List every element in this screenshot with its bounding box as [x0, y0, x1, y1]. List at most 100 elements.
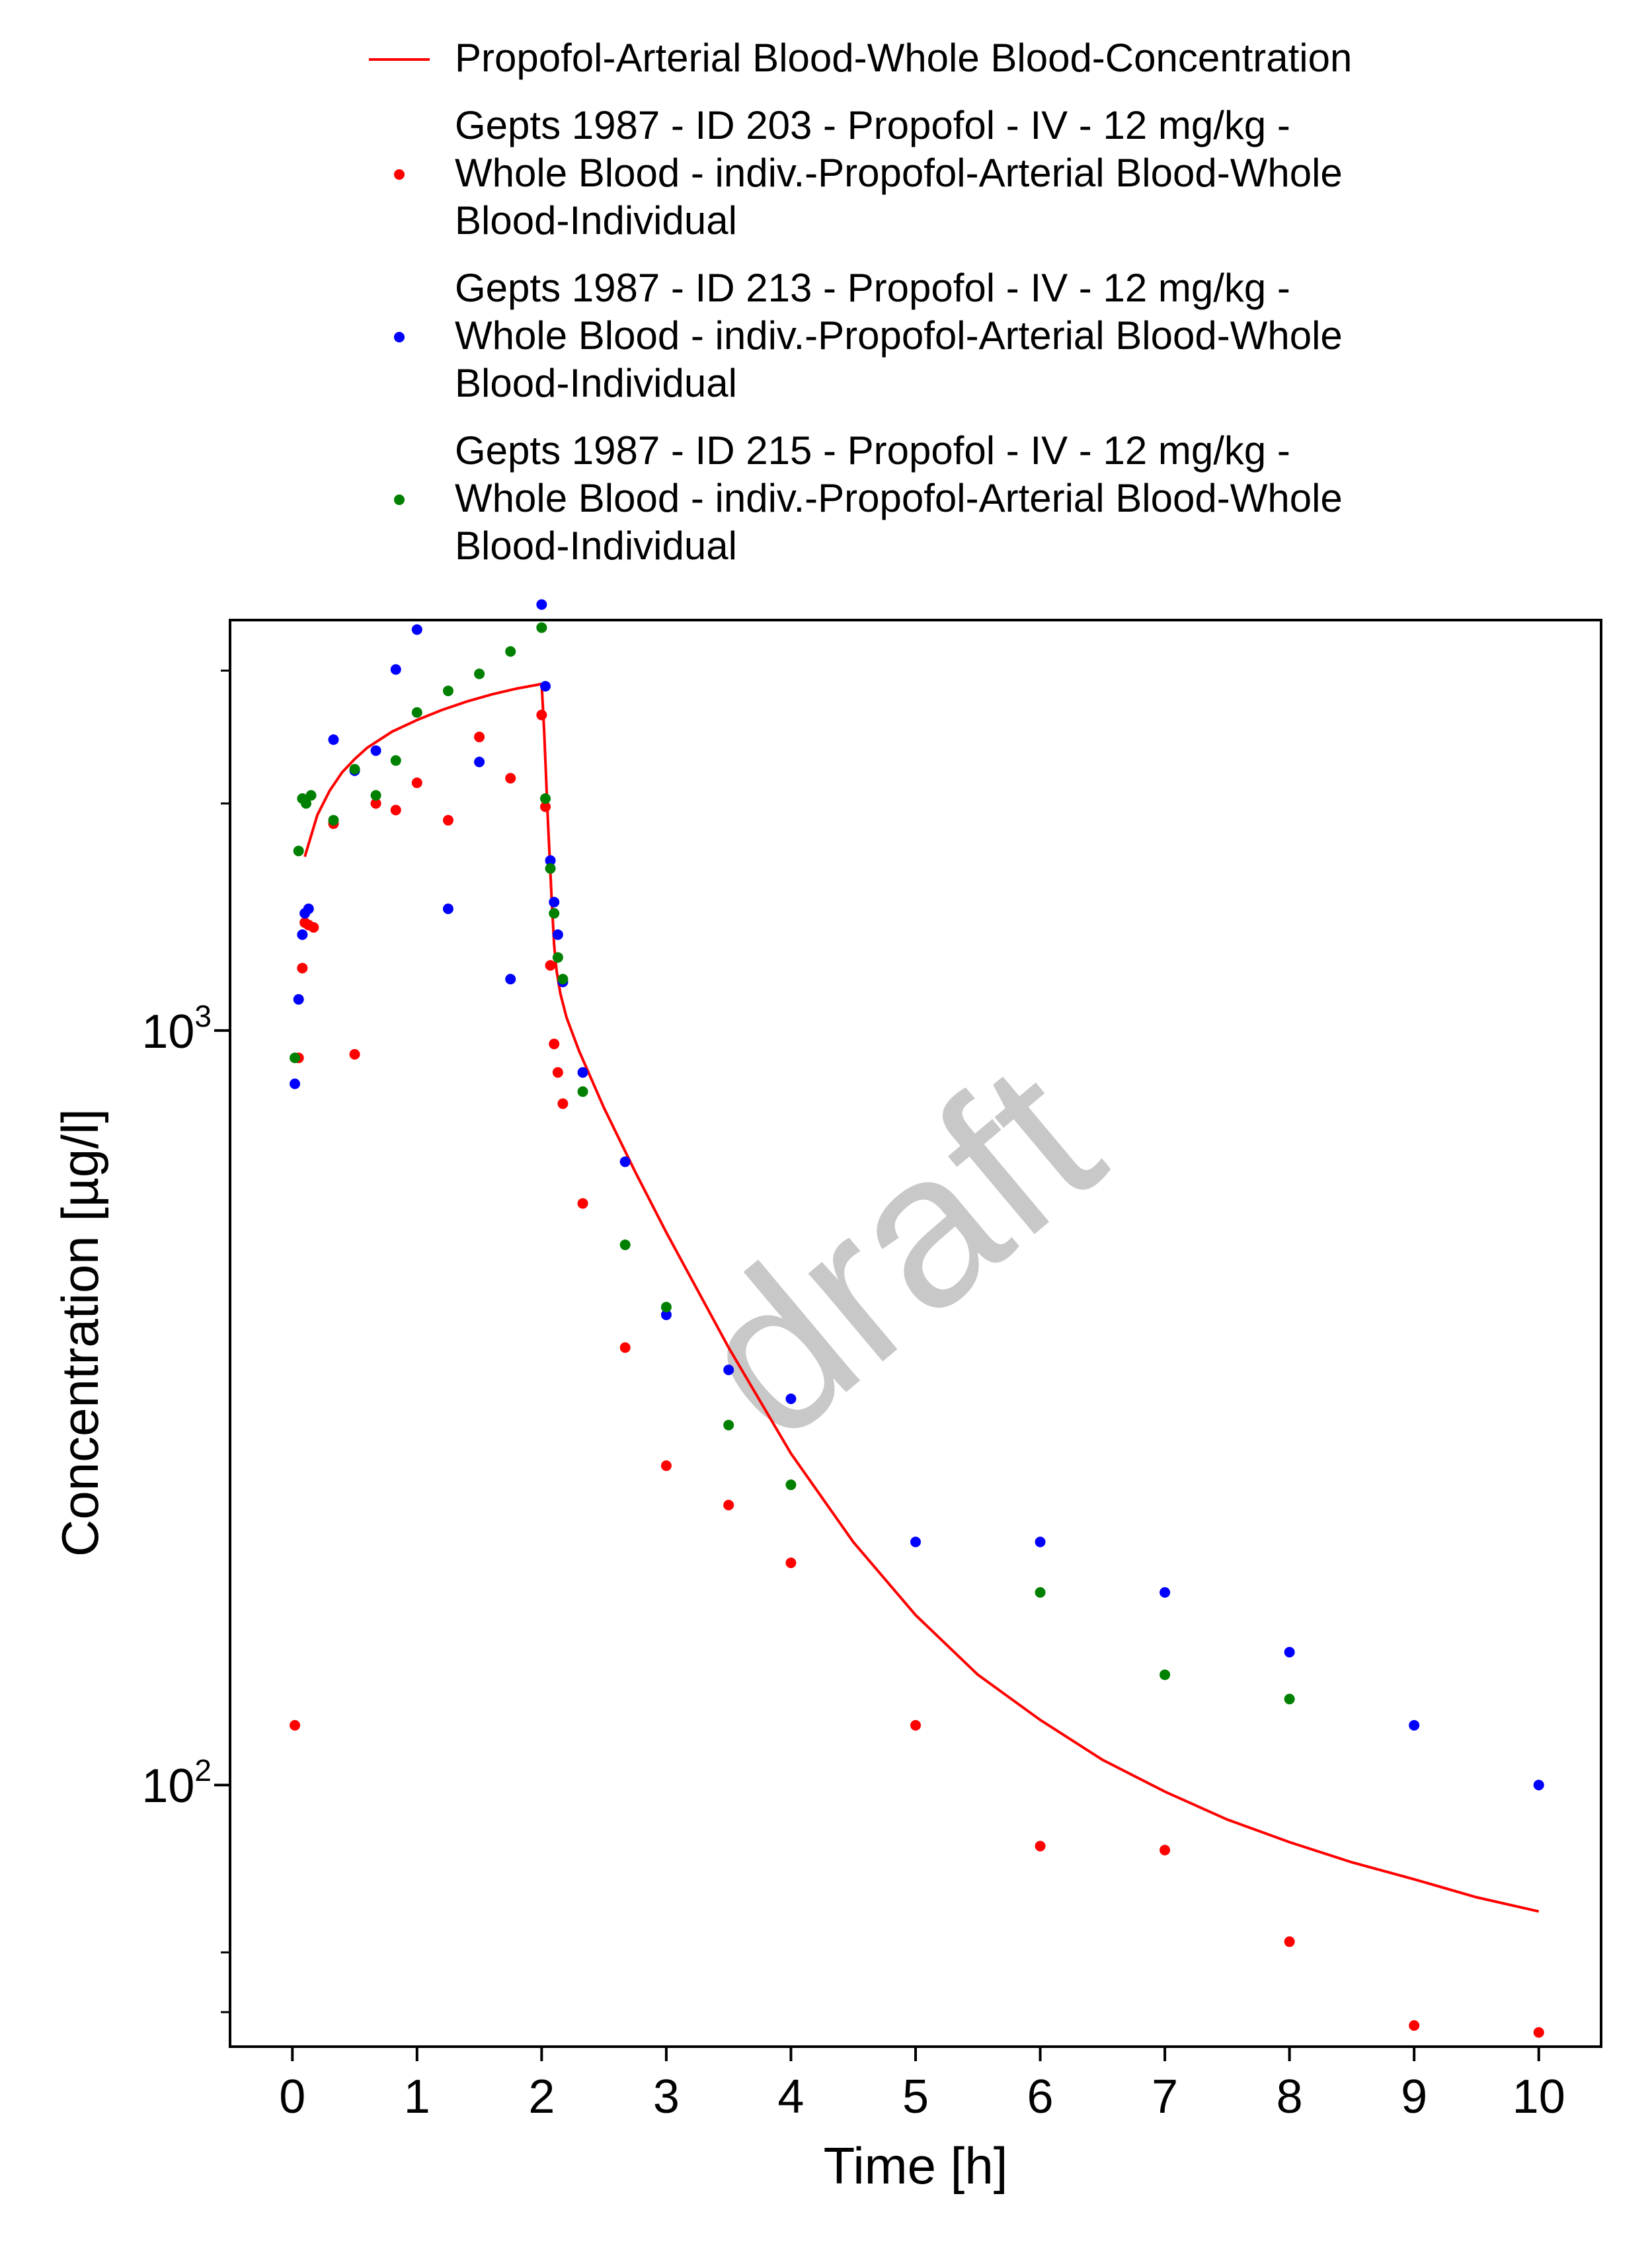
data-point	[411, 707, 422, 718]
data-point	[1160, 1844, 1171, 1856]
legend-label: Blood-Individual	[455, 524, 737, 568]
data-point	[557, 1098, 569, 1109]
x-axis-label: Time [h]	[824, 2137, 1008, 2195]
x-tick-label: 8	[1277, 2070, 1303, 2123]
data-point	[1035, 1840, 1046, 1852]
x-tick-label: 5	[902, 2070, 929, 2123]
data-point	[505, 974, 516, 985]
series-line	[303, 682, 1540, 1913]
y-tick-label: 102	[141, 1753, 212, 1813]
data-point	[1533, 1780, 1544, 1791]
data-point	[370, 798, 381, 809]
data-point	[328, 734, 339, 745]
data-point	[785, 1557, 797, 1569]
legend-label: Whole Blood - indiv.-Propofol-Arterial B…	[455, 313, 1343, 358]
data-point	[1035, 1536, 1046, 1548]
data-point	[293, 994, 304, 1005]
data-point	[411, 624, 422, 635]
data-point	[293, 846, 304, 857]
data-point	[290, 1719, 301, 1731]
draft-watermark: draft	[651, 1017, 1143, 1485]
data-point	[549, 896, 560, 908]
data-point	[290, 1078, 301, 1089]
data-point	[1035, 1587, 1046, 1598]
data-point	[442, 686, 453, 697]
data-point	[297, 963, 308, 974]
legend-label: Propofol-Arterial Blood-Whole Blood-Conc…	[455, 36, 1352, 80]
data-point	[1409, 2020, 1420, 2031]
data-point	[305, 790, 317, 801]
legend-marker-swatch	[394, 332, 405, 342]
data-point	[619, 1240, 631, 1251]
data-point	[1160, 1669, 1171, 1680]
series-2	[290, 599, 1544, 1791]
y-tick-label: 103	[141, 999, 212, 1058]
data-point	[545, 855, 556, 866]
data-point	[577, 1198, 588, 1209]
data-point	[619, 1156, 631, 1167]
data-point	[540, 801, 551, 812]
data-point	[390, 805, 401, 816]
x-tick-label: 1	[404, 2070, 430, 2123]
x-tick-label: 0	[279, 2070, 305, 2123]
data-point	[297, 929, 308, 940]
data-point	[536, 599, 547, 610]
data-point	[349, 764, 360, 775]
x-tick-label: 2	[528, 2070, 555, 2123]
data-point	[619, 1342, 631, 1353]
data-point	[290, 1052, 301, 1064]
data-point	[540, 681, 551, 692]
data-point	[545, 960, 556, 971]
legend-label: Gepts 1987 - ID 213 - Propofol - IV - 12…	[455, 266, 1290, 310]
series-layer	[290, 599, 1544, 2038]
data-point	[370, 745, 381, 756]
data-point	[723, 1419, 734, 1431]
data-point	[577, 1086, 588, 1097]
legend-label: Blood-Individual	[455, 198, 737, 243]
data-point	[303, 903, 314, 914]
x-tick-label: 6	[1027, 2070, 1054, 2123]
x-tick-label: 3	[653, 2070, 680, 2123]
data-point	[370, 790, 381, 801]
legend-label: Gepts 1987 - ID 215 - Propofol - IV - 12…	[455, 428, 1290, 473]
data-point	[723, 1364, 734, 1376]
data-point	[552, 929, 563, 940]
data-point	[349, 1048, 360, 1060]
x-tick-label: 10	[1513, 2070, 1565, 2123]
series-3	[290, 622, 1295, 1705]
data-point	[505, 646, 516, 657]
data-point	[536, 622, 547, 633]
legend: Propofol-Arterial Blood-Whole Blood-Conc…	[369, 36, 1352, 568]
data-point	[474, 731, 485, 742]
data-point	[474, 756, 485, 767]
x-tick-label: 7	[1152, 2070, 1178, 2123]
data-point	[660, 1302, 672, 1313]
data-point	[577, 1067, 588, 1078]
data-point	[1284, 1936, 1295, 1948]
series-0	[303, 682, 1540, 1913]
data-point	[505, 773, 516, 784]
data-point	[660, 1309, 672, 1320]
x-tick-label: 4	[777, 2070, 804, 2123]
data-point	[552, 1067, 563, 1078]
data-point	[540, 793, 551, 804]
data-point	[1409, 1719, 1420, 1731]
data-point	[723, 1499, 734, 1511]
data-point	[1284, 1647, 1295, 1658]
data-point	[301, 798, 312, 809]
data-point	[442, 903, 453, 914]
data-point	[552, 952, 563, 963]
data-point	[1533, 2027, 1544, 2038]
data-point	[785, 1394, 797, 1405]
legend-marker-swatch	[394, 494, 405, 505]
data-point	[390, 755, 401, 766]
data-point	[1284, 1694, 1295, 1705]
data-point	[328, 814, 339, 826]
data-point	[549, 1039, 560, 1050]
data-point	[411, 777, 422, 789]
x-tick-label: 9	[1401, 2070, 1427, 2123]
data-point	[1160, 1587, 1171, 1598]
data-point	[549, 908, 560, 919]
data-point	[474, 668, 485, 680]
